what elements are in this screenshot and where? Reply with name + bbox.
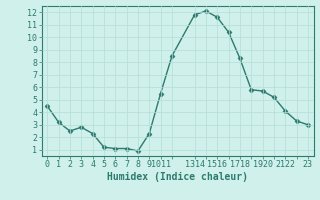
X-axis label: Humidex (Indice chaleur): Humidex (Indice chaleur) (107, 172, 248, 182)
